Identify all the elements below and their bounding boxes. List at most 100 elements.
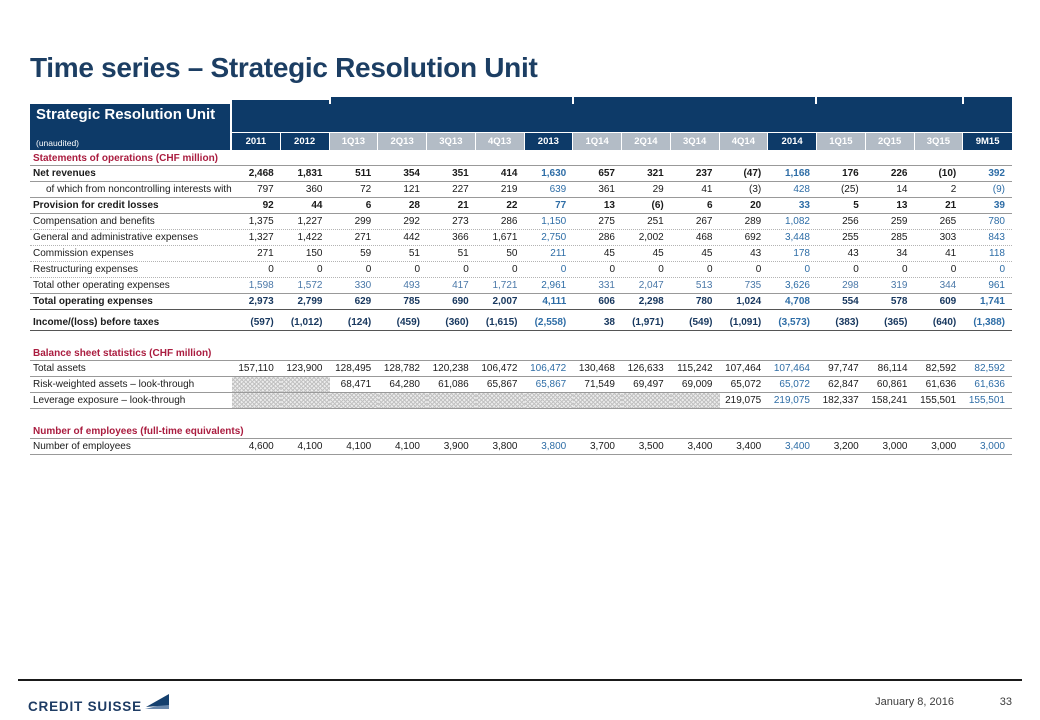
section-heading: Balance sheet statistics (CHF million) xyxy=(30,345,1012,361)
table-row: Risk-weighted assets – look-through 68,47… xyxy=(30,377,1012,393)
data-cell: (459) xyxy=(396,317,420,328)
data-cell: 321 xyxy=(647,168,664,179)
data-cell: 50 xyxy=(506,248,518,259)
data-cell: 360 xyxy=(305,184,323,195)
table-row: Compensation and benefits 1,375 1,227 299 29… xyxy=(30,214,1012,230)
data-cell: 303 xyxy=(939,232,957,243)
data-cell: 219,075 xyxy=(773,395,810,406)
data-cell: 554 xyxy=(842,296,859,307)
data-cell: 72 xyxy=(360,184,372,195)
data-cell: 2,973 xyxy=(248,296,274,307)
data-cell: 21 xyxy=(457,200,469,211)
data-cell: 0 xyxy=(560,264,567,275)
data-cell: 692 xyxy=(744,232,762,243)
data-cell: 69,009 xyxy=(681,379,713,390)
data-cell: 14 xyxy=(896,184,908,195)
hatched-cell xyxy=(475,393,525,408)
data-cell: 4,100 xyxy=(297,441,323,452)
data-cell: 22 xyxy=(506,200,518,211)
table-corner: Strategic Resolution Unit (unaudited) xyxy=(30,104,230,150)
data-cell: 6 xyxy=(365,200,372,211)
data-cell: 286 xyxy=(598,232,615,243)
data-cell: 155,501 xyxy=(920,395,957,406)
row-label: Income/(loss) before taxes xyxy=(33,317,160,328)
data-cell: 3,400 xyxy=(736,441,762,452)
data-cell: 61,086 xyxy=(438,379,469,390)
data-cell: 330 xyxy=(354,280,372,291)
table-header-right: 2011 2012 1Q13 2Q13 3Q13 4Q13 2013 1Q14 2Q14 3Q14… xyxy=(232,97,1012,150)
data-cell: 2,002 xyxy=(638,232,664,243)
data-cell: 0 xyxy=(901,264,908,275)
data-cell: 43 xyxy=(847,248,859,259)
table-row: General and administrative expenses 1,327… xyxy=(30,230,1012,246)
column-header-2q14: 2Q14 xyxy=(622,133,671,150)
header-band xyxy=(232,104,1012,132)
data-cell: 0 xyxy=(706,264,713,275)
data-table: Strategic Resolution Unit (unaudited) 20… xyxy=(30,97,1012,455)
data-cell: 361 xyxy=(598,184,615,195)
data-cell: (124) xyxy=(347,317,372,328)
data-cell: (10) xyxy=(938,168,957,179)
data-cell: 275 xyxy=(598,216,615,227)
hatched-cell xyxy=(232,393,281,408)
data-cell: 51 xyxy=(408,248,420,259)
data-cell: (47) xyxy=(743,168,762,179)
data-cell: 1,375 xyxy=(248,216,274,227)
data-cell: 344 xyxy=(939,280,957,291)
data-cell: 65,072 xyxy=(779,379,810,390)
column-header-1q14: 1Q14 xyxy=(573,133,622,150)
data-cell: (3) xyxy=(749,184,762,195)
data-cell: 118 xyxy=(989,248,1005,259)
row-label: Total other operating expenses xyxy=(33,280,170,291)
data-cell: 3,400 xyxy=(687,441,713,452)
data-cell: 71,549 xyxy=(584,379,615,390)
data-cell: (1,388) xyxy=(973,317,1005,328)
data-cell: 227 xyxy=(452,184,469,195)
data-cell: (597) xyxy=(250,317,274,328)
data-cell: 4,600 xyxy=(248,441,274,452)
data-cell: (1,091) xyxy=(729,317,762,328)
data-cell: 107,464 xyxy=(773,363,810,374)
credit-suisse-logo: CREDIT SUISSE xyxy=(28,694,170,714)
column-header-2012: 2012 xyxy=(280,133,330,150)
data-cell: (360) xyxy=(445,317,469,328)
data-cell: 45 xyxy=(652,248,664,259)
data-cell: 2,007 xyxy=(492,296,518,307)
data-cell: 0 xyxy=(463,264,469,275)
data-cell: 41 xyxy=(701,184,713,195)
column-header-4q14: 4Q14 xyxy=(719,133,769,150)
table-row: Total operating expenses 2,973 2,799 629 785… xyxy=(30,294,1012,310)
data-cell: 797 xyxy=(257,184,274,195)
data-cell: 299 xyxy=(354,216,372,227)
data-cell: 0 xyxy=(511,264,518,275)
data-cell: 3,500 xyxy=(638,441,664,452)
data-cell: 43 xyxy=(750,248,762,259)
data-cell: 265 xyxy=(939,216,957,227)
row-label: Leverage exposure – look-through xyxy=(33,395,186,406)
data-cell: (6) xyxy=(651,200,664,211)
data-cell: (549) xyxy=(689,317,713,328)
column-header-2011: 2011 xyxy=(232,133,281,150)
section-heading: Number of employees (full-time equivalen… xyxy=(30,423,1012,439)
data-cell: 13 xyxy=(896,200,908,211)
data-cell: 182,337 xyxy=(822,395,859,406)
data-cell: 82,592 xyxy=(974,363,1005,374)
data-cell: 69,497 xyxy=(633,379,664,390)
data-cell: 33 xyxy=(798,200,810,211)
data-cell: 2,047 xyxy=(638,280,664,291)
column-group-tabs xyxy=(232,97,1012,104)
data-cell: 735 xyxy=(744,280,762,291)
data-cell: 3,900 xyxy=(443,441,469,452)
data-cell: 157,110 xyxy=(238,363,274,374)
data-cell: 271 xyxy=(354,232,372,243)
data-cell: 366 xyxy=(452,232,469,243)
data-cell: 45 xyxy=(701,248,713,259)
table-body: Statements of operations (CHF million) Ne… xyxy=(30,150,1012,455)
data-cell: 4,111 xyxy=(542,296,567,307)
data-cell: 0 xyxy=(950,264,957,275)
data-cell: 86,114 xyxy=(877,363,908,374)
row-label: of which from noncontrolling interests w… xyxy=(46,184,232,195)
row-label: Net revenues xyxy=(33,168,96,179)
data-cell: 126,633 xyxy=(627,363,664,374)
data-cell: 286 xyxy=(500,216,518,227)
